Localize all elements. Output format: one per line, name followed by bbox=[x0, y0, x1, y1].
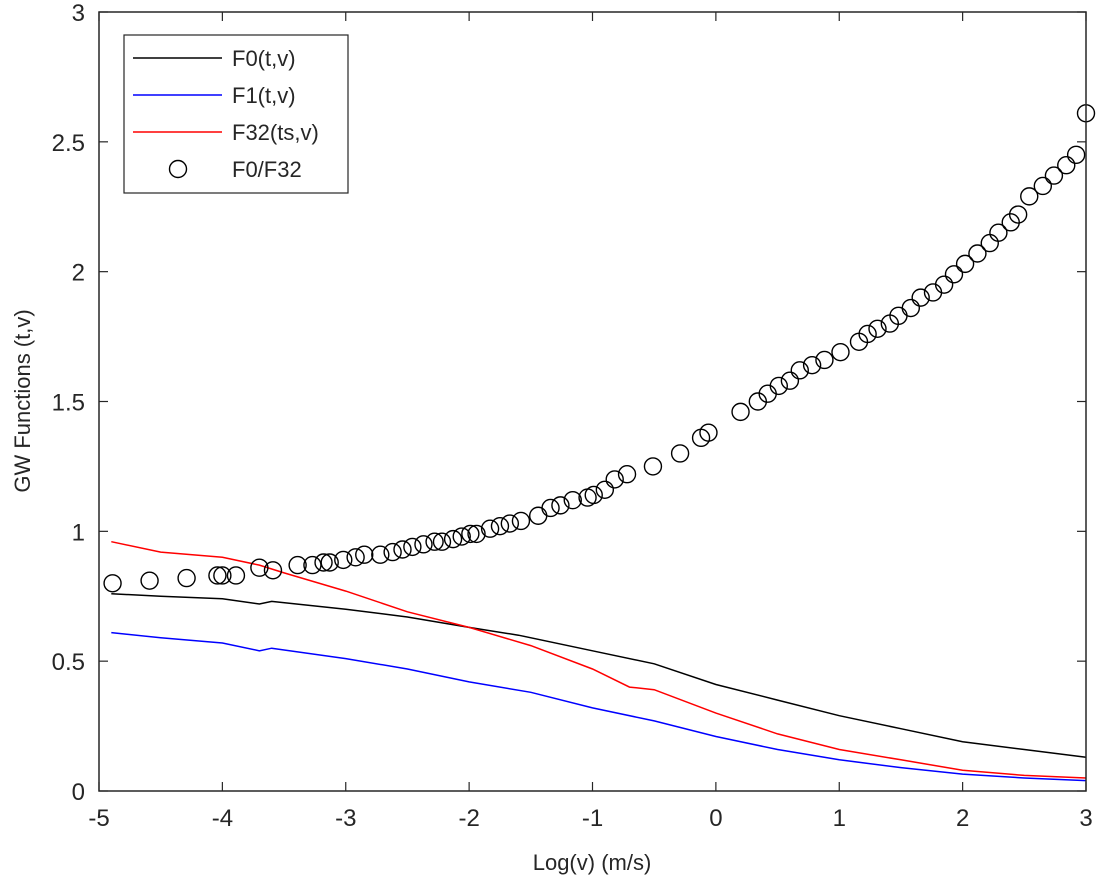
x-tick-label: 3 bbox=[1079, 805, 1092, 832]
x-tick-label: -3 bbox=[335, 805, 356, 832]
data-point bbox=[955, 254, 975, 274]
data-point bbox=[868, 319, 887, 338]
data-point bbox=[452, 527, 471, 546]
data-point bbox=[563, 490, 582, 510]
data-point bbox=[802, 355, 822, 375]
x-tick-label: 1 bbox=[833, 805, 846, 832]
x-tick-label: 2 bbox=[956, 805, 969, 832]
data-point bbox=[1066, 145, 1086, 165]
data-point bbox=[467, 524, 486, 544]
data-point bbox=[226, 566, 246, 585]
data-point bbox=[989, 223, 1008, 242]
data-point bbox=[815, 350, 834, 370]
y-tick-label: 1.5 bbox=[52, 390, 85, 417]
legend-label: F32(ts,v) bbox=[232, 120, 319, 145]
data-point bbox=[213, 566, 232, 585]
series-markers-f0-f32 bbox=[103, 104, 1096, 593]
data-point bbox=[944, 265, 964, 284]
data-point bbox=[414, 535, 433, 554]
legend: F0(t,v) F1(t,v) F32(ts,v) F0/F32 bbox=[123, 34, 349, 194]
data-point bbox=[334, 550, 353, 570]
data-point bbox=[911, 288, 930, 307]
data-point bbox=[584, 485, 603, 505]
data-point bbox=[383, 542, 402, 562]
x-tick-label: 0 bbox=[709, 805, 722, 832]
data-point bbox=[103, 574, 122, 593]
y-tick-label: 3 bbox=[72, 0, 85, 27]
data-point bbox=[605, 470, 624, 489]
data-point bbox=[480, 519, 500, 538]
legend-label: F1(t,v) bbox=[232, 83, 296, 108]
data-point bbox=[551, 496, 570, 515]
data-point bbox=[934, 275, 954, 294]
data-point bbox=[140, 571, 159, 590]
data-point bbox=[208, 566, 227, 585]
legend-item: F32(ts,v) bbox=[133, 120, 319, 145]
data-point bbox=[490, 516, 510, 536]
legend-label: F0/F32 bbox=[232, 157, 302, 182]
data-point bbox=[355, 545, 374, 564]
series-line-f32-ts-v bbox=[111, 540, 1087, 779]
y-axis-label: GW Functions (t,v) bbox=[10, 309, 35, 492]
data-point bbox=[346, 548, 365, 567]
data-point bbox=[831, 342, 850, 362]
data-point bbox=[320, 553, 339, 572]
x-tick-label: -5 bbox=[88, 805, 109, 832]
data-point bbox=[769, 376, 788, 396]
y-tick-label: 2 bbox=[72, 260, 85, 287]
legend-item: F0/F32 bbox=[168, 157, 302, 182]
data-point bbox=[511, 511, 531, 531]
data-point bbox=[1020, 187, 1039, 206]
x-tick-label: -2 bbox=[458, 805, 479, 832]
x-axis-label: Log(v) (m/s) bbox=[533, 850, 652, 875]
series-line-f0-t-v bbox=[111, 592, 1087, 758]
y-tick-label: 2.5 bbox=[52, 130, 85, 157]
y-tick-label: 1 bbox=[72, 519, 85, 546]
data-point bbox=[1008, 205, 1028, 224]
data-point bbox=[393, 540, 412, 559]
data-point bbox=[670, 444, 690, 463]
data-point bbox=[500, 514, 520, 533]
legend-box bbox=[123, 34, 349, 194]
data-point bbox=[731, 402, 750, 422]
data-point bbox=[858, 324, 877, 344]
data-point bbox=[461, 524, 480, 544]
data-point bbox=[425, 532, 444, 551]
y-tick-label: 0.5 bbox=[52, 649, 85, 676]
legend-item: F0(t,v) bbox=[133, 46, 296, 71]
legend-marker-swatch bbox=[168, 159, 188, 179]
data-point bbox=[595, 480, 615, 499]
data-point bbox=[1057, 156, 1076, 175]
data-point bbox=[790, 361, 809, 380]
data-point bbox=[432, 532, 452, 551]
data-point bbox=[968, 244, 987, 263]
data-point bbox=[250, 558, 269, 577]
legend-item: F1(t,v) bbox=[133, 83, 296, 108]
data-point bbox=[1033, 176, 1053, 196]
data-point bbox=[177, 568, 196, 588]
data-point bbox=[901, 298, 921, 318]
data-point bbox=[643, 457, 663, 476]
data-point bbox=[371, 545, 390, 564]
data-point bbox=[314, 553, 333, 572]
data-point bbox=[443, 529, 463, 549]
data-point bbox=[403, 537, 422, 557]
data-point bbox=[617, 465, 637, 484]
legend-label: F0(t,v) bbox=[232, 46, 296, 71]
x-tick-label: -4 bbox=[212, 805, 233, 832]
data-point bbox=[263, 561, 283, 580]
axes-box bbox=[98, 11, 1087, 792]
x-tick-label: -1 bbox=[582, 805, 603, 832]
data-point bbox=[288, 555, 307, 575]
data-point bbox=[699, 423, 718, 442]
data-point bbox=[1044, 166, 1064, 185]
data-point bbox=[541, 498, 560, 518]
data-point bbox=[780, 371, 800, 390]
y-tick-label: 0 bbox=[72, 779, 85, 806]
series-line-f1-t-v bbox=[111, 631, 1087, 782]
